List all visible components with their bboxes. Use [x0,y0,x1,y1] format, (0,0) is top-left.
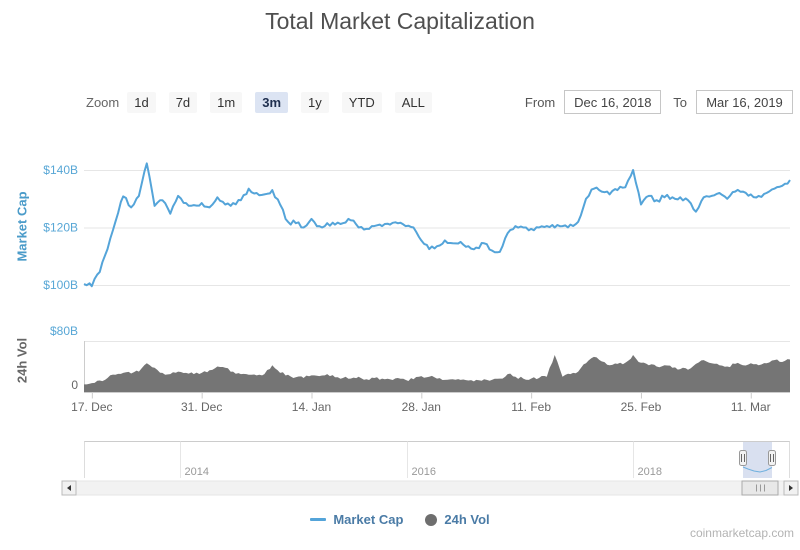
navigator-year-label: 2016 [412,466,436,478]
scrollbar-track[interactable] [61,480,799,496]
market-cap-y-label: $100B [43,278,78,292]
navigator-handle-left[interactable] [739,450,747,466]
volume-circle-marker-icon [425,513,438,526]
x-axis-label: 11. Mar [731,400,771,414]
zoom-button-1m[interactable]: 1m [210,92,243,113]
navigator-year-label: 2014 [185,466,209,478]
navigator-year-label: 2018 [638,466,662,478]
zoom-toolbar: Zoom 1d 7d 1m 3m 1y YTD ALL [86,92,445,113]
legend-item-market-cap[interactable]: Market Cap [310,512,403,527]
zoom-button-3m[interactable]: 3m [255,92,289,113]
zoom-range-buttons: 1d 7d 1m 3m 1y YTD ALL [127,92,445,113]
date-range-toolbar: From To [525,90,793,114]
legend-label-24h-vol: 24h Vol [444,512,490,527]
market-cap-line-marker-icon [310,518,327,521]
zoom-button-1y[interactable]: 1y [301,92,329,113]
navigator-handle-right[interactable] [768,450,776,466]
navigator-selected-range[interactable] [743,442,772,478]
to-date-input[interactable] [696,90,793,114]
x-axis-label: 14. Jan [292,400,331,414]
x-axis-label: 11. Feb [511,400,551,414]
volume-area-series [84,355,790,392]
legend-item-24h-vol[interactable]: 24h Vol [425,512,490,527]
market-cap-y-label: $140B [43,163,78,177]
watermark: coinmarketcap.com [689,526,794,540]
left-arrow-icon [67,485,71,491]
from-date-input[interactable] [564,90,662,114]
x-axis-label: 17. Dec [71,400,112,414]
zoom-label: Zoom [86,95,120,110]
volume-y-label: 0 [71,378,78,392]
legend-label-market-cap: Market Cap [333,512,404,527]
navigator-series-preview [742,466,773,473]
zoom-button-all[interactable]: ALL [394,92,432,113]
volume-y-label: $80B [50,324,78,338]
page-title: Total Market Capitalization [265,8,535,34]
chart-legend: Market Cap 24h Vol [0,512,800,527]
zoom-button-ytd[interactable]: YTD [341,92,382,113]
zoom-button-7d[interactable]: 7d [168,92,198,113]
zoom-button-1d[interactable]: 1d [127,92,156,113]
right-arrow-icon [789,485,793,491]
market-cap-y-label: $120B [43,221,78,235]
x-axis-label: 28. Jan [402,400,441,414]
from-label: From [524,94,556,110]
market-cap-line-series [83,162,791,288]
x-axis-label: 31. Dec [181,400,222,414]
to-label: To [673,94,687,110]
x-axis-label: 25. Feb [621,400,662,414]
